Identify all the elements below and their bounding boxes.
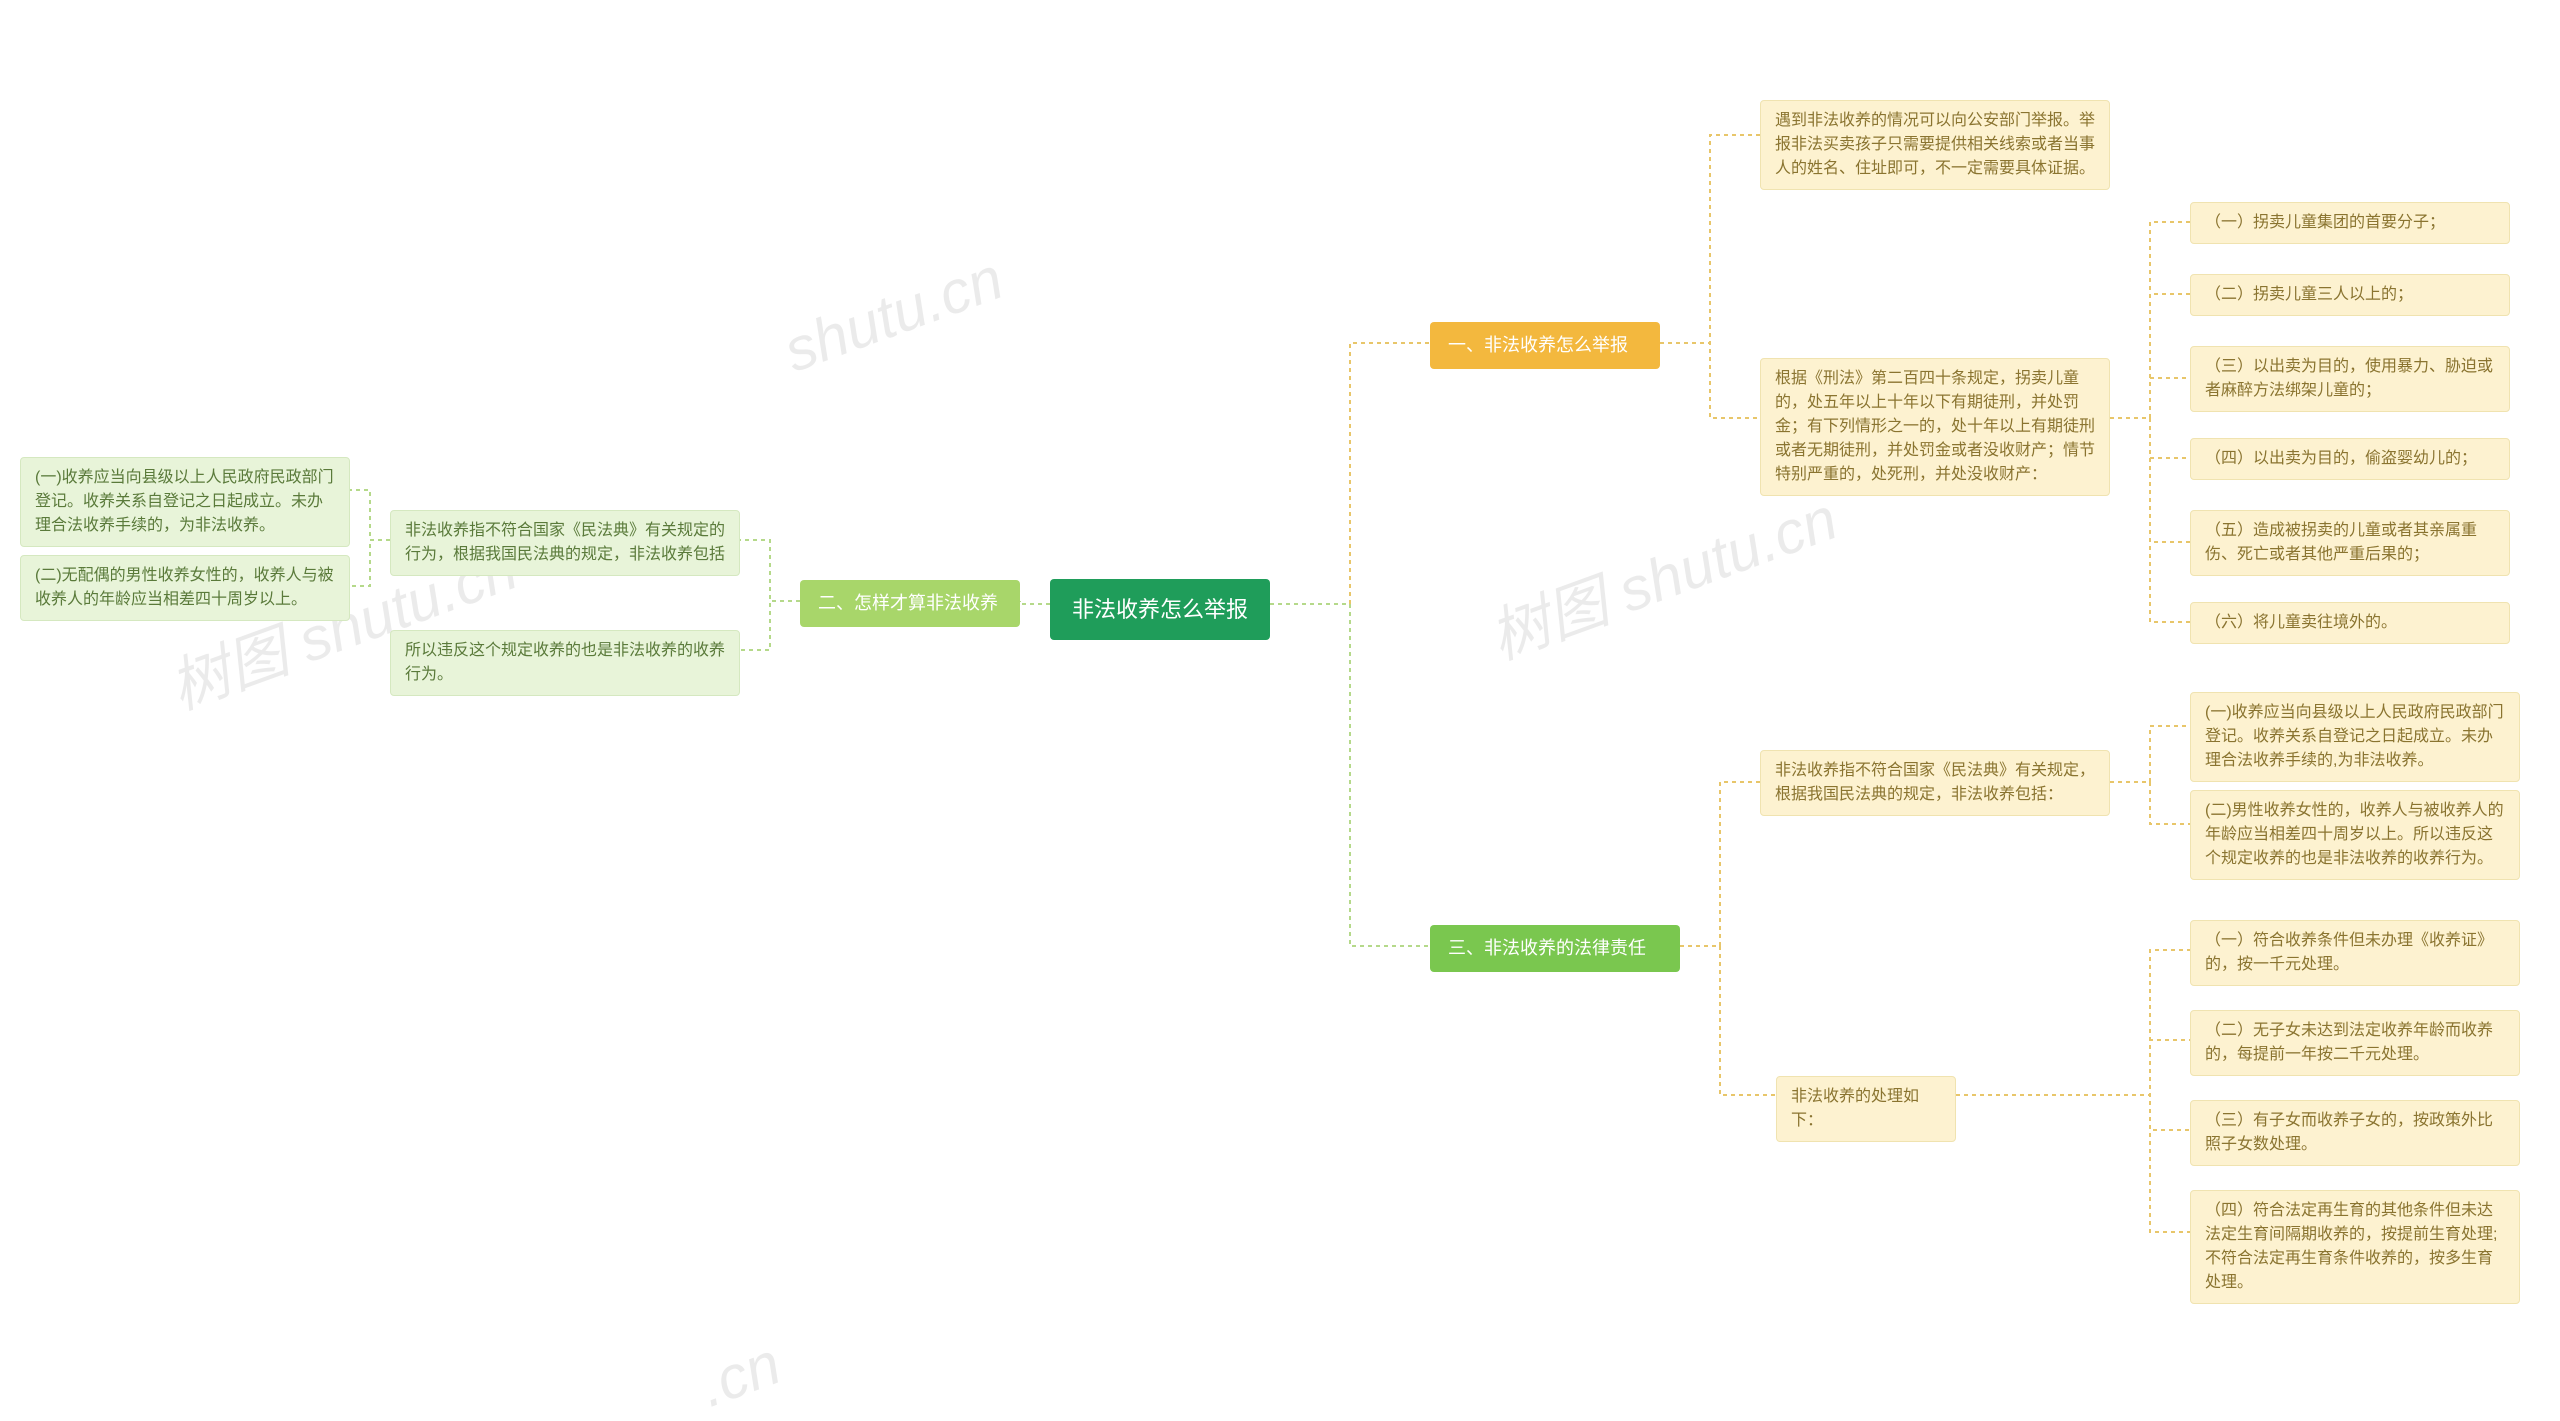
branch-2-child-1[interactable]: 非法收养指不符合国家《民法典》有关规定的行为，根据我国民法典的规定，非法收养包括 <box>390 510 740 576</box>
branch-1-child-1[interactable]: 遇到非法收养的情况可以向公安部门举报。举报非法买卖孩子只需要提供相关线索或者当事… <box>1760 100 2110 190</box>
branch-1-child-2-item-3[interactable]: （三）以出卖为目的，使用暴力、胁迫或者麻醉方法绑架儿童的； <box>2190 346 2510 412</box>
branch-3-child-2-item-3[interactable]: （三）有子女而收养子女的，按政策外比照子女数处理。 <box>2190 1100 2520 1166</box>
branch-2-child-1-item-2[interactable]: (二)无配偶的男性收养女性的，收养人与被收养人的年龄应当相差四十周岁以上。 <box>20 555 350 621</box>
watermark: .cn <box>691 1328 790 1420</box>
branch-1-child-2[interactable]: 根据《刑法》第二百四十条规定，拐卖儿童的，处五年以上十年以下有期徒刑，并处罚金；… <box>1760 358 2110 496</box>
branch-3-child-1-item-1[interactable]: (一)收养应当向县级以上人民政府民政部门登记。收养关系自登记之日起成立。未办理合… <box>2190 692 2520 782</box>
branch-1[interactable]: 一、非法收养怎么举报 <box>1430 322 1660 369</box>
connector-lines <box>0 0 2560 1389</box>
branch-2[interactable]: 二、怎样才算非法收养 <box>800 580 1020 627</box>
branch-3-child-2-item-1[interactable]: （一）符合收养条件但未办理《收养证》的，按一千元处理。 <box>2190 920 2520 986</box>
branch-3[interactable]: 三、非法收养的法律责任 <box>1430 925 1680 972</box>
watermark: shutu.cn <box>775 243 1012 385</box>
branch-1-child-2-item-6[interactable]: （六）将儿童卖往境外的。 <box>2190 602 2510 644</box>
root-node[interactable]: 非法收养怎么举报 <box>1050 579 1270 640</box>
branch-2-child-2[interactable]: 所以违反这个规定收养的也是非法收养的收养行为。 <box>390 630 740 696</box>
branch-1-child-2-item-5[interactable]: （五）造成被拐卖的儿童或者其亲属重伤、死亡或者其他严重后果的； <box>2190 510 2510 576</box>
branch-1-child-2-item-2[interactable]: （二）拐卖儿童三人以上的； <box>2190 274 2510 316</box>
branch-1-child-2-item-1[interactable]: （一）拐卖儿童集团的首要分子； <box>2190 202 2510 244</box>
branch-1-child-2-item-4[interactable]: （四）以出卖为目的，偷盗婴幼儿的； <box>2190 438 2510 480</box>
branch-3-child-2[interactable]: 非法收养的处理如下： <box>1776 1076 1956 1142</box>
branch-2-child-1-item-1[interactable]: (一)收养应当向县级以上人民政府民政部门登记。收养关系自登记之日起成立。未办理合… <box>20 457 350 547</box>
branch-3-child-1[interactable]: 非法收养指不符合国家《民法典》有关规定，根据我国民法典的规定，非法收养包括： <box>1760 750 2110 816</box>
branch-3-child-1-item-2[interactable]: (二)男性收养女性的，收养人与被收养人的年龄应当相差四十周岁以上。所以违反这个规… <box>2190 790 2520 880</box>
watermark: 树图 shutu.cn <box>1476 470 1847 676</box>
branch-3-child-2-item-4[interactable]: （四）符合法定再生育的其他条件但未达法定生育间隔期收养的，按提前生育处理;不符合… <box>2190 1190 2520 1304</box>
branch-3-child-2-item-2[interactable]: （二）无子女未达到法定收养年龄而收养的，每提前一年按二千元处理。 <box>2190 1010 2520 1076</box>
